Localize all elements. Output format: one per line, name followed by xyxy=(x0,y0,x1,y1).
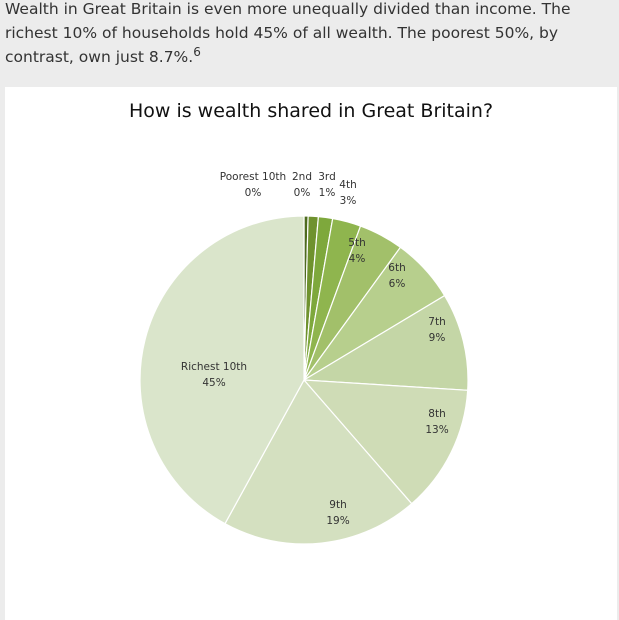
slice-value-label: 4% xyxy=(349,253,366,265)
slice-value-label: 9% xyxy=(429,332,446,344)
intro-paragraph: Wealth in Great Britain is even more une… xyxy=(5,0,615,69)
slice-value-label: 6% xyxy=(389,278,406,290)
chart-title: How is wealth shared in Great Britain? xyxy=(128,100,494,122)
slice-category-label: 6th xyxy=(388,262,405,274)
slice-category-label: 4th xyxy=(339,179,356,191)
pie-slice-7th xyxy=(302,294,469,391)
slice-value-label: 45% xyxy=(202,377,225,389)
chart-card: How is wealth shared in Great Britain? P… xyxy=(5,87,617,620)
pie-slice-8th xyxy=(302,379,469,505)
pie-slices xyxy=(139,215,469,545)
slice-category-label: Richest 10th xyxy=(181,361,247,373)
slice-value-label: 13% xyxy=(425,424,448,436)
footnote-marker[interactable]: 6 xyxy=(193,45,201,59)
slice-category-label: 5th xyxy=(348,237,365,249)
pie-slice-richest-10th xyxy=(139,215,305,525)
slice-value-label: 0% xyxy=(245,187,262,199)
intro-text: Wealth in Great Britain is even more une… xyxy=(5,0,571,66)
slice-value-label: 19% xyxy=(326,515,349,527)
pie-slice-9th xyxy=(224,378,413,545)
pie-labels: Poorest 10th 0% 2nd 0% 3rd 1%4th 3% 5th 4% 6th 6% 7… xyxy=(181,171,449,527)
slice-category-label: 3rd xyxy=(318,171,335,183)
pie-chart: Poorest 10th 0% 2nd 0% 3rd 1%4th 3% 5th 4% 6th 6% 7… xyxy=(139,171,469,545)
slice-category-label: Poorest 10th xyxy=(220,171,286,183)
slice-category-label: 7th xyxy=(428,316,445,328)
slice-category-label: 9th xyxy=(329,499,346,511)
slice-value-label: 1% xyxy=(319,187,336,199)
slice-value-label: 3% xyxy=(340,195,357,207)
slice-category-label: 2nd xyxy=(292,171,312,183)
slice-value-label: 0% xyxy=(294,187,311,199)
slice-category-label: 8th xyxy=(428,408,445,420)
